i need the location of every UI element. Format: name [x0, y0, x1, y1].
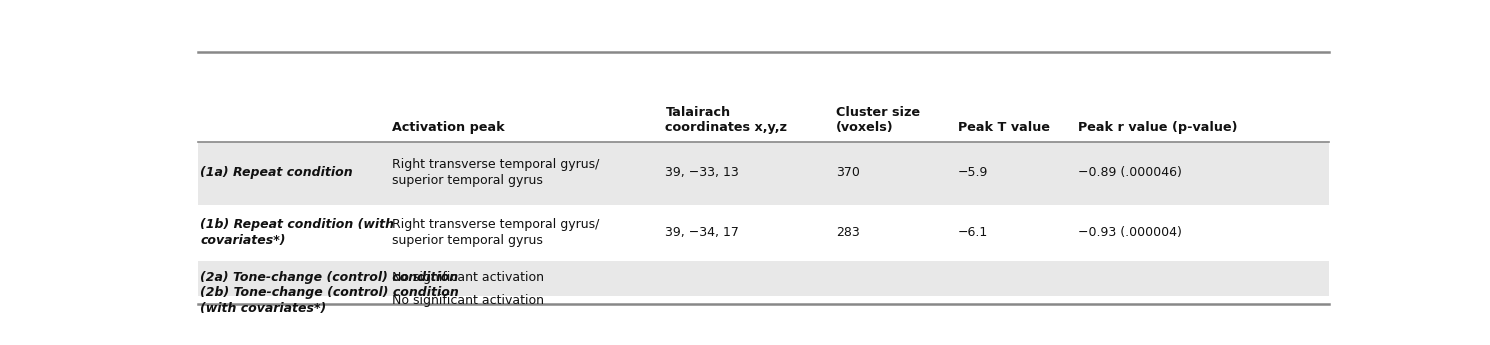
Text: Peak T value: Peak T value	[958, 121, 1049, 134]
Text: No significant activation: No significant activation	[392, 294, 544, 307]
Text: Talairach
coordinates x,y,z: Talairach coordinates x,y,z	[666, 106, 788, 134]
Text: 370: 370	[836, 166, 860, 179]
Text: (1b) Repeat condition (with
covariates*): (1b) Repeat condition (with covariates*)	[200, 218, 395, 247]
Bar	[198, 142, 1329, 205]
Text: 283: 283	[836, 226, 860, 239]
Text: Right transverse temporal gyrus/
superior temporal gyrus: Right transverse temporal gyrus/ superio…	[392, 218, 599, 247]
Bar	[198, 260, 1329, 296]
Text: −5.9: −5.9	[958, 166, 988, 179]
Text: (2b) Tone-change (control) condition
(with covariates*): (2b) Tone-change (control) condition (wi…	[200, 286, 459, 315]
Text: No significant activation: No significant activation	[392, 271, 544, 284]
Text: Activation peak: Activation peak	[392, 121, 505, 134]
Text: −6.1: −6.1	[958, 226, 988, 239]
Text: 39, −33, 13: 39, −33, 13	[666, 166, 739, 179]
Text: −0.93 (.000004): −0.93 (.000004)	[1077, 226, 1182, 239]
Text: Peak r value (p-value): Peak r value (p-value)	[1077, 121, 1237, 134]
Text: (2a) Tone-change (control) condition: (2a) Tone-change (control) condition	[200, 271, 459, 284]
Text: (1a) Repeat condition: (1a) Repeat condition	[200, 166, 353, 179]
Text: Cluster size
(voxels): Cluster size (voxels)	[836, 106, 921, 134]
Text: Right transverse temporal gyrus/
superior temporal gyrus: Right transverse temporal gyrus/ superio…	[392, 158, 599, 187]
Text: 39, −34, 17: 39, −34, 17	[666, 226, 739, 239]
Text: −0.89 (.000046): −0.89 (.000046)	[1077, 166, 1182, 179]
